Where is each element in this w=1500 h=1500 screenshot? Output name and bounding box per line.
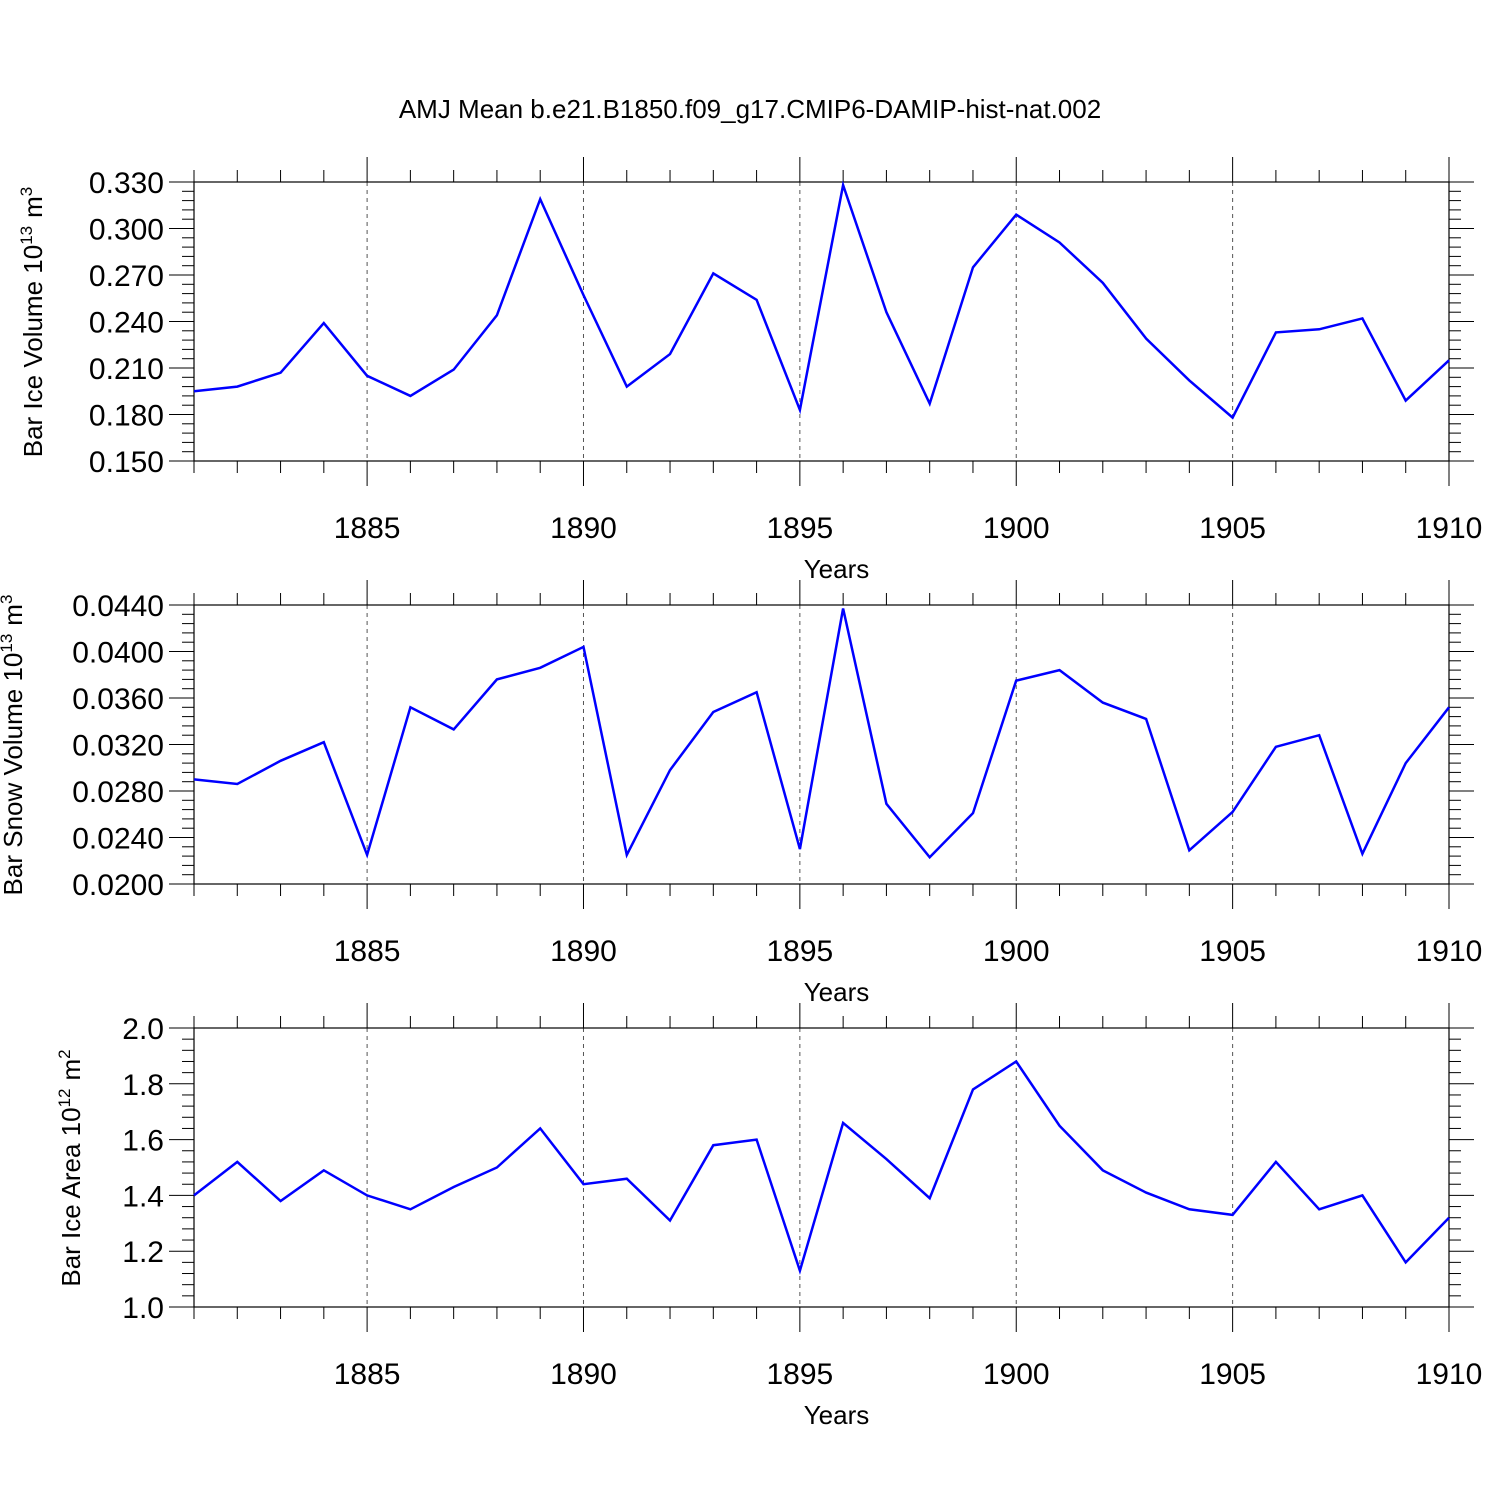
x-tick-label: 1885 bbox=[334, 935, 401, 968]
y-tick-label: 0.0280 bbox=[72, 776, 164, 809]
y-tick-label: 0.240 bbox=[89, 307, 164, 340]
x-tick-label: 1895 bbox=[766, 512, 833, 545]
plot-frame bbox=[193, 1027, 1450, 1308]
y-axis-label: Bar Ice Volume 1013 m3 bbox=[17, 187, 48, 458]
y-axis-label: Bar Ice Area 1012 m2 bbox=[55, 1049, 86, 1286]
x-axis-label: Years bbox=[804, 977, 870, 1007]
x-axis-label: Years bbox=[804, 554, 870, 584]
y-tick-label: 1.4 bbox=[122, 1180, 164, 1213]
x-tick-label: 1895 bbox=[766, 1358, 833, 1391]
x-tick-label: 1890 bbox=[550, 512, 617, 545]
y-axis-label-exponent: 12 bbox=[55, 1088, 74, 1107]
series-line bbox=[193, 1059, 1450, 1275]
x-tick-label: 1900 bbox=[983, 512, 1050, 545]
y-tick-label: 0.270 bbox=[89, 260, 164, 293]
plot-frame bbox=[193, 604, 1450, 885]
x-tick-label: 1890 bbox=[550, 1358, 617, 1391]
y-tick-label: 0.180 bbox=[89, 400, 164, 433]
x-tick-label: 1905 bbox=[1199, 1358, 1266, 1391]
y-tick-label: 0.330 bbox=[89, 167, 164, 200]
chart-panel-1: 0.150 0.180 0.210 0.240 0.270 0.300 0.330 1885 1… bbox=[17, 157, 1482, 584]
y-tick-label: 0.300 bbox=[89, 214, 164, 247]
y-axis-label-main: Bar Snow Volume 10 bbox=[0, 653, 28, 896]
chart-title: AMJ Mean b.e21.B1850.f09_g17.CMIP6-DAMIP… bbox=[399, 94, 1101, 124]
y-axis-label-unit: m bbox=[18, 196, 48, 218]
y-axis-label-exponent: 13 bbox=[17, 226, 36, 245]
y-tick-label: 0.0440 bbox=[72, 590, 164, 623]
x-tick-label: 1905 bbox=[1199, 512, 1266, 545]
y-tick-label: 0.210 bbox=[89, 353, 164, 386]
y-axis-label-unit-exponent: 3 bbox=[0, 595, 16, 604]
y-tick-label: 0.0400 bbox=[72, 637, 164, 670]
y-tick-label: 1.6 bbox=[122, 1125, 164, 1158]
y-tick-label: 0.0240 bbox=[72, 823, 164, 856]
x-tick-label: 1895 bbox=[766, 935, 833, 968]
y-tick-label: 1.2 bbox=[122, 1236, 164, 1269]
y-axis-label: Bar Snow Volume 1013 m3 bbox=[0, 595, 28, 896]
x-tick-label: 1900 bbox=[983, 935, 1050, 968]
y-axis-label-unit: m bbox=[0, 604, 28, 626]
y-tick-label: 0.0320 bbox=[72, 730, 164, 763]
x-tick-label: 1910 bbox=[1416, 935, 1483, 968]
x-tick-label: 1885 bbox=[334, 512, 401, 545]
x-tick-label: 1900 bbox=[983, 1358, 1050, 1391]
y-axis-label-main: Bar Ice Volume 10 bbox=[18, 245, 48, 457]
series-line bbox=[193, 608, 1450, 860]
y-tick-label: 0.150 bbox=[89, 446, 164, 479]
y-tick-label: 0.0360 bbox=[72, 683, 164, 716]
y-tick-label: 1.0 bbox=[122, 1292, 164, 1325]
y-tick-label: 0.0200 bbox=[72, 869, 164, 902]
x-tick-label: 1910 bbox=[1416, 1358, 1483, 1391]
chart-panel-2: 0.0200 0.0240 0.0280 0.0320 0.0360 0.0400 0.04… bbox=[0, 580, 1482, 1007]
y-tick-label: 2.0 bbox=[122, 1013, 164, 1046]
y-axis-label-main: Bar Ice Area 10 bbox=[56, 1107, 86, 1286]
y-tick-label: 1.8 bbox=[122, 1069, 164, 1102]
x-tick-label: 1885 bbox=[334, 1358, 401, 1391]
y-axis-label-exponent: 13 bbox=[0, 634, 16, 653]
series-line bbox=[193, 180, 1450, 420]
y-axis-label-unit-exponent: 2 bbox=[55, 1049, 74, 1058]
y-axis-label-unit-exponent: 3 bbox=[17, 187, 36, 196]
x-tick-label: 1910 bbox=[1416, 512, 1483, 545]
x-tick-label: 1905 bbox=[1199, 935, 1266, 968]
y-axis-label-unit: m bbox=[56, 1059, 86, 1081]
chart-panel-3: 1.0 1.2 1.4 1.6 1.8 2.0 1885 1890 1895 1900 1905 19… bbox=[55, 1003, 1482, 1430]
x-axis-label: Years bbox=[804, 1400, 870, 1430]
x-tick-label: 1890 bbox=[550, 935, 617, 968]
plot-frame bbox=[193, 181, 1450, 462]
